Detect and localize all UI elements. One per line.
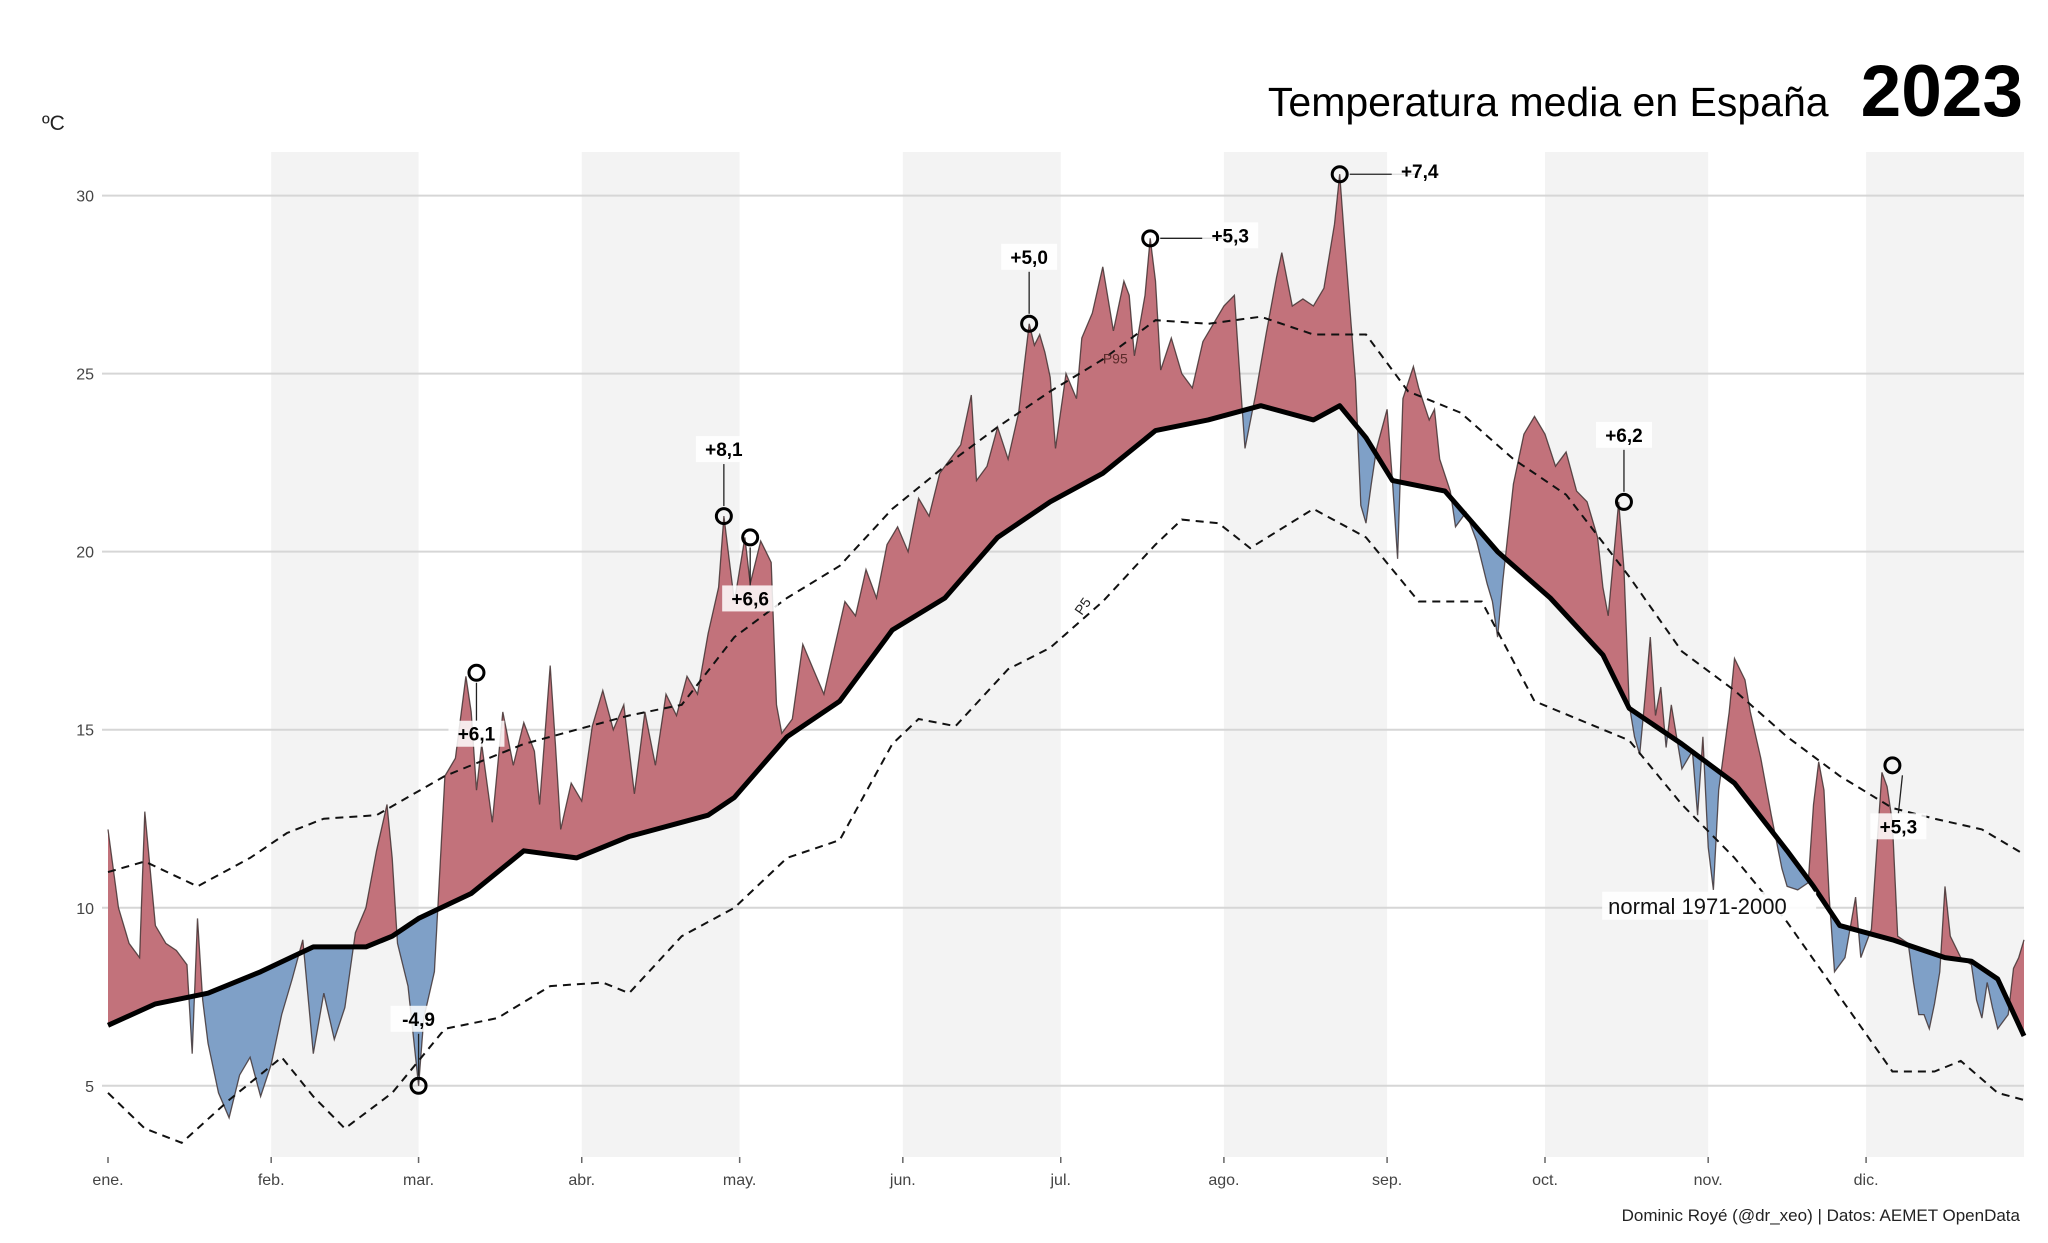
annotation-bg bbox=[695, 436, 752, 463]
x-tick-label: nov. bbox=[1694, 1172, 1723, 1189]
normal-line-group: normal 1971-2000 bbox=[106, 403, 2027, 1037]
annotation-marker bbox=[1141, 229, 1160, 248]
annotation: +5,3 bbox=[1202, 222, 1259, 249]
x-tick-label: oct. bbox=[1532, 1172, 1558, 1189]
percentile-lines: P95 P5 bbox=[107, 315, 2025, 1144]
y-tick-label: 15 bbox=[76, 723, 94, 740]
annotation-label: +5,0 bbox=[1010, 248, 1048, 269]
y-tick-label: 5 bbox=[85, 1079, 94, 1096]
annotation: +7,4 bbox=[1391, 158, 1448, 185]
normal-label: normal 1971-2000 bbox=[1608, 894, 1787, 919]
y-tick-label: 25 bbox=[76, 367, 94, 384]
title-text: Temperatura media en España bbox=[1267, 79, 1829, 125]
annotation-label: +6,6 bbox=[731, 589, 769, 610]
annotation-bg bbox=[1391, 158, 1448, 185]
annotation: -4,9 bbox=[390, 1005, 447, 1032]
y-tick-label: 20 bbox=[76, 545, 94, 562]
x-tick-label: sep. bbox=[1372, 1172, 1402, 1189]
annotation-label: +7,4 bbox=[1401, 162, 1439, 183]
x-tick-label: mar. bbox=[403, 1172, 434, 1189]
gridlines bbox=[102, 194, 2024, 1087]
x-axis-ticks: ene. feb. mar. abr. may. jun. jul. ago. sep. oct.… bbox=[92, 1157, 1879, 1189]
annotation-label: +6,1 bbox=[458, 725, 496, 746]
x-tick-label: abr. bbox=[568, 1172, 595, 1189]
annotation: +8,1 bbox=[695, 436, 752, 463]
x-tick-label: ene. bbox=[92, 1172, 123, 1189]
annotation-bg bbox=[390, 1005, 447, 1032]
annotation-label: +6,2 bbox=[1605, 426, 1643, 447]
series-label-p95: P95 bbox=[1103, 350, 1128, 366]
annotation-label: -4,9 bbox=[402, 1010, 435, 1031]
series-p95 bbox=[107, 315, 2025, 888]
series-observado bbox=[107, 174, 2025, 1120]
annotation-bg bbox=[448, 720, 505, 747]
source-caption: Dominic Royé (@dr_xeo) | Datos: AEMET Op… bbox=[1621, 1206, 2020, 1225]
x-tick-label: feb. bbox=[258, 1172, 285, 1189]
x-tick-label: dic. bbox=[1854, 1172, 1879, 1189]
annotation-marker bbox=[741, 528, 760, 547]
annotation-marker bbox=[409, 1076, 428, 1095]
annotation-bg bbox=[1870, 813, 1927, 840]
annotation: +6,1 bbox=[448, 720, 505, 747]
annotation-label: +5,3 bbox=[1211, 226, 1249, 247]
x-tick-label: ago. bbox=[1208, 1172, 1239, 1189]
annotation: +5,0 bbox=[1001, 243, 1058, 270]
y-axis-unit: ºC bbox=[42, 112, 65, 135]
chart-title: Temperatura media en España 2023 bbox=[1268, 50, 2023, 133]
normal-label-bg bbox=[1602, 891, 1817, 920]
anomaly-areas bbox=[107, 174, 2025, 1120]
annotation-marker bbox=[467, 663, 486, 682]
annotation: +6,6 bbox=[722, 585, 779, 612]
annotation-marker bbox=[1330, 165, 1349, 184]
annotation-bg bbox=[1595, 421, 1652, 448]
y-axis-ticks: 5 10 15 20 25 30 bbox=[76, 189, 94, 1096]
y-tick-label: 30 bbox=[76, 189, 94, 206]
x-tick-label: jun. bbox=[889, 1172, 916, 1189]
series-label-p5: P5 bbox=[1071, 594, 1094, 617]
y-tick-label: 10 bbox=[76, 901, 94, 918]
title-year: 2023 bbox=[1860, 51, 2023, 132]
annotation-marker bbox=[1614, 492, 1633, 511]
series-normal bbox=[106, 403, 2027, 1037]
series-p5 bbox=[107, 507, 2025, 1144]
x-tick-label: may. bbox=[723, 1172, 756, 1189]
annotation: +6,2 bbox=[1595, 421, 1652, 448]
annotation-leader bbox=[1897, 775, 1904, 814]
annotation-label: +8,1 bbox=[705, 440, 743, 461]
annotation-label: +5,3 bbox=[1880, 817, 1918, 838]
annotation-marker bbox=[1020, 314, 1039, 333]
annotation-bg bbox=[722, 585, 779, 612]
annotations: -4,9 +6,1 +8,1 +6,6 +5,0 +5,3 +7,4 +6,2 +5,3 bbox=[390, 158, 1927, 1095]
annotation-bg bbox=[1001, 243, 1058, 270]
month-band bbox=[902, 152, 1061, 1157]
annotation-marker bbox=[1883, 756, 1902, 775]
x-tick-label: jul. bbox=[1050, 1172, 1071, 1189]
annotation-marker bbox=[714, 507, 733, 526]
annotation-bg bbox=[1202, 222, 1259, 249]
annotation: +5,3 bbox=[1870, 813, 1927, 840]
